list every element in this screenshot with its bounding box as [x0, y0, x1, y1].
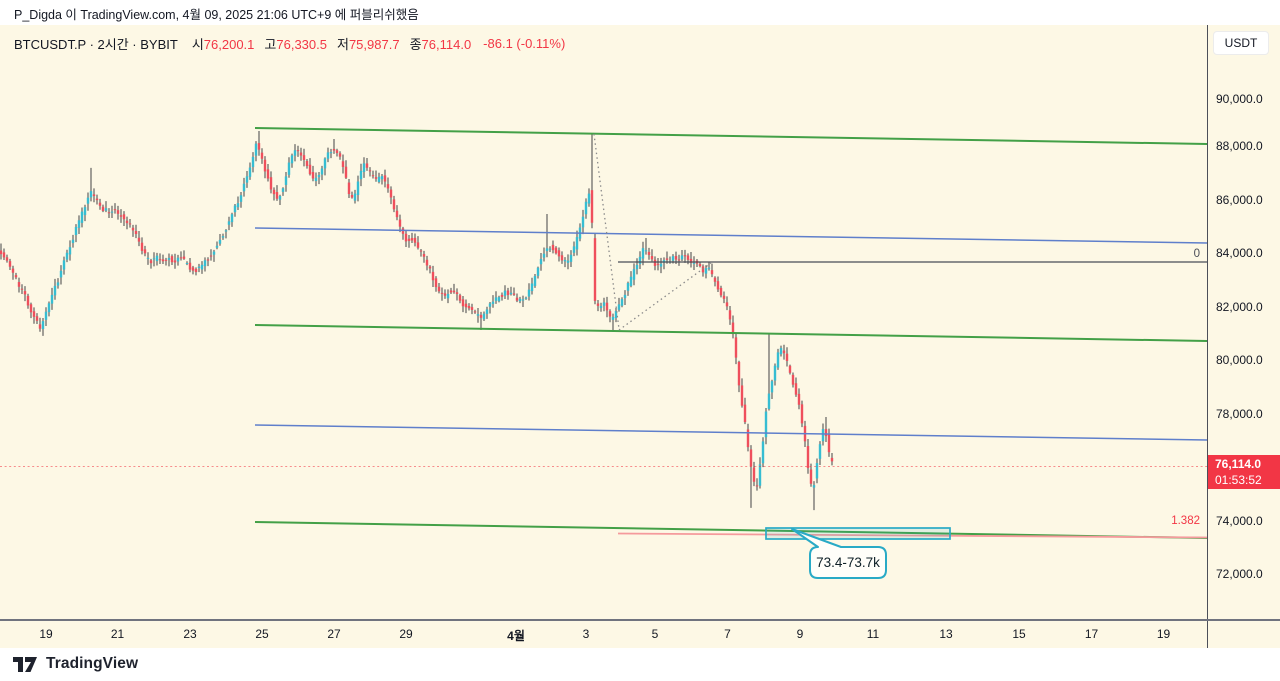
ohlc-values: 시76,200.1 고76,330.5 저75,987.7 종76,114.0: [192, 34, 481, 53]
axis-corner-divider: [1207, 621, 1208, 650]
price-tick: 88,000.0: [1216, 139, 1263, 153]
price-tick: 82,000.0: [1216, 299, 1263, 314]
support-range-box[interactable]: [765, 527, 951, 540]
time-tick: 23: [183, 627, 197, 641]
time-tick: 11: [866, 627, 880, 641]
time-tick: 17: [1084, 627, 1099, 641]
chart-area: 0 1.382 73.4-73.7k BTCUSDT.P · 2시간 · BYBIT…: [0, 25, 1280, 619]
time-tick: 15: [1012, 627, 1026, 641]
price-tick: 90,000.0: [1216, 92, 1263, 106]
time-tick: 5: [651, 627, 659, 641]
range-callout-text: 73.4-73.7k: [816, 555, 880, 570]
currency-toggle-button[interactable]: USDT: [1213, 31, 1269, 55]
green-channel-bottom[interactable]: [254, 521, 1207, 539]
time-tick: 25: [255, 627, 269, 641]
price-axis[interactable]: USDT 90,000.0 88,000.0 86,000.0 84,000.0 82,…: [1207, 25, 1280, 619]
last-price-value: 76,114.0: [1215, 457, 1262, 471]
ohlc-pair: 고76,330.5: [264, 36, 327, 52]
blue-channel-lower[interactable]: [254, 424, 1207, 441]
fib-1382-line[interactable]: [617, 532, 1207, 539]
bar-countdown: 01:53:52: [1215, 473, 1262, 487]
price-tick: 84,000.0: [1216, 246, 1263, 260]
time-tick: 3: [582, 627, 590, 641]
time-tick: 7: [724, 627, 731, 641]
ohlc-pair: 종76,114.0: [409, 36, 472, 52]
candlestick-chart[interactable]: 0 1.382 73.4-73.7k: [0, 25, 1207, 619]
dotted-retrace-up[interactable]: [618, 262, 712, 331]
price-tick: 74,000.0: [1216, 513, 1263, 528]
publish-info-text: P_Digda 이 TradingView.com, 4월 09, 2025 2…: [14, 8, 419, 22]
price-tick: 78,000.0: [1216, 406, 1263, 421]
last-price-badge: 76,114.0 01:53:52: [1208, 455, 1280, 489]
time-tick: 19: [39, 627, 53, 641]
time-tick: 9: [796, 627, 804, 641]
svg-text:1.382: 1.382: [1171, 515, 1200, 527]
tradingview-mark-icon: [13, 656, 37, 672]
footer-bar: TradingView: [0, 648, 1280, 681]
price-tick: 72,000.0: [1216, 567, 1263, 581]
time-tick: 13: [939, 627, 953, 641]
time-tick: 19: [1156, 627, 1171, 641]
tradingview-logo-text: TradingView: [46, 655, 139, 672]
time-tick: 21: [110, 627, 125, 641]
time-tick: 29: [399, 627, 413, 641]
price-tick: 86,000.0: [1216, 192, 1263, 207]
symbol-title: BTCUSDT.P · 2시간 · BYBIT: [14, 36, 178, 52]
green-channel-top[interactable]: [254, 127, 1207, 145]
blue-channel-upper[interactable]: [254, 227, 1207, 244]
time-tick: 4월: [507, 629, 525, 643]
publish-info-bar: P_Digda 이 TradingView.com, 4월 09, 2025 2…: [0, 0, 1280, 25]
ohlc-pair: 시76,200.1: [191, 36, 255, 52]
green-channel-mid[interactable]: [254, 324, 1207, 342]
dotted-impulse-down[interactable]: [593, 133, 620, 330]
time-axis[interactable]: 19 21 23 25 27 29 4월 3 5 7 9 11 13 15 17 19: [0, 619, 1280, 650]
chart-pane[interactable]: 0 1.382 73.4-73.7k BTCUSDT.P · 2시간 · BYBIT…: [0, 25, 1207, 619]
svg-text:0: 0: [1194, 248, 1200, 260]
symbol-legend[interactable]: BTCUSDT.P · 2시간 · BYBIT 시76,200.1 고76,330…: [14, 33, 565, 53]
range-callout[interactable]: 73.4-73.7k: [791, 528, 887, 579]
ohlc-pair: 저75,987.7: [336, 36, 400, 52]
change-value: -86.1 (-0.11%): [483, 35, 566, 51]
price-tick: 80,000.0: [1216, 353, 1263, 367]
zero-level-label: 0: [1194, 248, 1200, 260]
time-tick: 27: [327, 627, 341, 641]
tradingview-logo[interactable]: TradingView: [13, 655, 138, 673]
fib-level-label: 1.382: [1171, 515, 1200, 527]
candles-layer: [0, 131, 834, 511]
